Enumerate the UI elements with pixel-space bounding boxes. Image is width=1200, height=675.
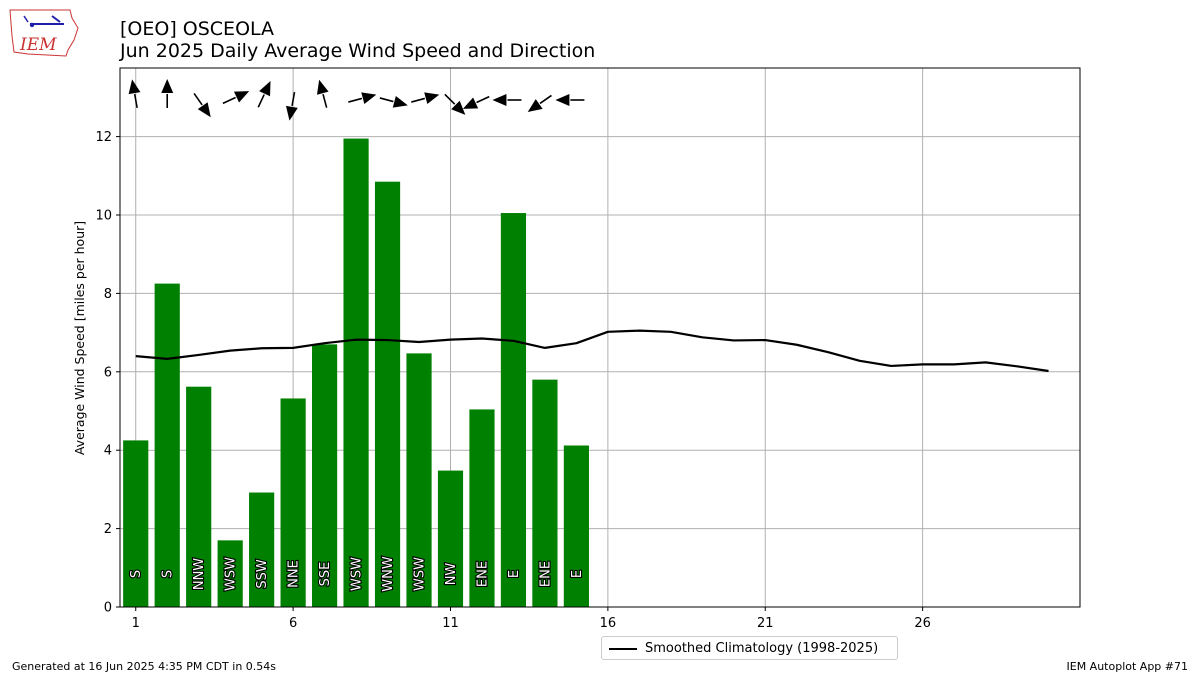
wind-arrow (444, 93, 466, 115)
climatology-line (135, 329, 1049, 373)
wind-arrow-shaft (539, 94, 552, 105)
wind-arrow (379, 96, 408, 108)
y-tick-label: 10 (95, 209, 112, 224)
wind-arrow-head (492, 94, 507, 106)
wind-arrow-shaft (379, 97, 394, 103)
direction-label: ENE (538, 561, 553, 587)
wind-arrow-head (392, 96, 408, 108)
wind-arrow (257, 80, 271, 108)
wind-arrow-head (161, 79, 174, 93)
wind-arrow-head (527, 99, 543, 113)
direction-label: SSW (255, 559, 270, 589)
direction-label: S (161, 570, 176, 578)
direction-label: WSW (224, 557, 239, 591)
x-tick-label: 1 (132, 616, 140, 631)
y-tick-label: 0 (104, 601, 112, 616)
direction-label: E (570, 570, 585, 578)
direction-label: WNW (381, 556, 396, 592)
wind-arrow (348, 92, 377, 104)
footer-generated: Generated at 16 Jun 2025 4:35 PM CDT in … (12, 660, 277, 673)
wind-bar (249, 492, 275, 607)
wind-arrow-head (424, 92, 440, 104)
wind-arrow (411, 92, 440, 104)
y-tick-label: 6 (104, 365, 112, 380)
wind-arrow-shaft (348, 97, 363, 103)
x-tick-label: 6 (289, 616, 297, 631)
chart-subtitle: Jun 2025 Daily Average Wind Speed and Di… (120, 40, 596, 62)
wind-arrow-shaft (444, 93, 456, 105)
wind-arrow (285, 91, 298, 121)
wind-bar (532, 379, 558, 607)
direction-label: NW (444, 563, 459, 586)
y-axis-label: Average Wind Speed [miles per hour] (72, 221, 87, 455)
wind-arrow-head (361, 92, 377, 104)
wind-arrow (222, 91, 250, 105)
wind-arrow (193, 92, 211, 118)
wind-arrow-shaft (291, 91, 296, 107)
y-tick-label: 12 (95, 130, 112, 145)
x-tick-label: 21 (757, 616, 774, 631)
legend-label: Smoothed Climatology (1998-2025) (645, 641, 879, 656)
y-tick-label: 2 (104, 522, 112, 537)
wind-bar (280, 398, 306, 607)
direction-label: NNW (192, 558, 207, 590)
wind-arrow-shaft (322, 93, 328, 108)
direction-label: NNE (287, 560, 302, 588)
wind-arrow (462, 95, 490, 109)
wind-arrow (128, 79, 141, 109)
wind-arrow (316, 79, 329, 108)
wind-arrow-head (259, 80, 271, 97)
wind-arrow-shaft (257, 94, 265, 108)
wind-bar (500, 213, 527, 608)
wind-bar (374, 181, 401, 607)
x-tick-label: 16 (600, 616, 617, 631)
wind-arrow-shaft (222, 96, 236, 105)
legend: Smoothed Climatology (1998-2025) (601, 636, 898, 660)
x-tick-label: 11 (442, 616, 459, 631)
iem-logo-text: IEM (19, 35, 57, 55)
wind-arrow-head (451, 100, 466, 115)
wind-bar (406, 353, 432, 607)
wind-arrow-shaft (193, 92, 203, 106)
wind-arrow (527, 94, 552, 113)
wind-arrow (555, 94, 585, 106)
wind-bar (217, 540, 243, 607)
wind-arrow (161, 79, 174, 108)
wind-bar (343, 138, 369, 607)
wind-arrow-head (462, 97, 479, 109)
wind-arrow-shaft (133, 93, 138, 109)
plot-frame (119, 67, 1081, 608)
direction-label: WSW (350, 557, 365, 591)
wind-bar (186, 386, 212, 607)
direction-label: E (507, 570, 522, 578)
chart-title: [OEO] OSCEOLA (120, 18, 275, 40)
wind-bar (154, 283, 180, 607)
y-tick-label: 8 (104, 287, 112, 302)
footer-app: IEM Autoplot App #71 (1066, 660, 1189, 673)
wind-bar (563, 445, 589, 607)
direction-label: S (129, 570, 144, 578)
wind-arrow-head (233, 91, 250, 103)
y-tick-label: 4 (104, 444, 112, 459)
wind-arrow-shaft (476, 95, 490, 104)
wind-arrow (492, 94, 522, 106)
wind-bar (437, 470, 464, 607)
wind-arrow-head (197, 102, 211, 118)
direction-label: WSW (413, 557, 428, 591)
wind-arrow-head (285, 105, 298, 121)
wind-bar (123, 440, 149, 607)
direction-label: SSE (318, 562, 333, 587)
wind-arrow-head (555, 94, 570, 106)
direction-label: ENE (475, 561, 490, 587)
wind-arrow-head (316, 79, 329, 95)
legend-line-swatch (609, 648, 637, 650)
iem-logo: IEM (8, 6, 80, 62)
wind-arrow-shaft (411, 97, 426, 103)
wind-bar (469, 409, 495, 607)
x-tick-label: 26 (914, 616, 931, 631)
wind-bar (312, 344, 338, 607)
wind-arrow-head (128, 79, 141, 95)
